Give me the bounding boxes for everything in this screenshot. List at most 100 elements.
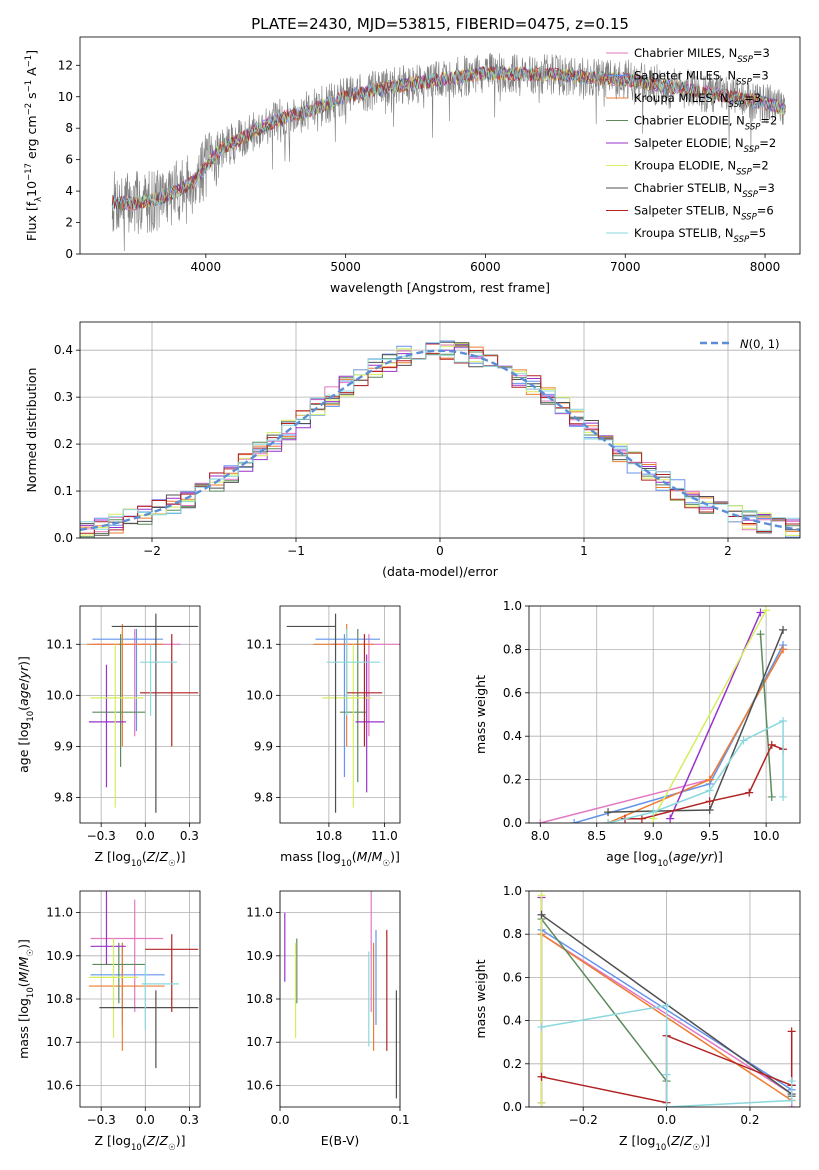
weight-marker-krou_elodie — [537, 1098, 546, 1107]
legend-label-chab_stelib: Chabrier STELIB, NSSP=3 — [634, 181, 775, 200]
plot-area — [80, 340, 800, 538]
x-tick-label: −0.3 — [87, 1113, 116, 1127]
y-tick-label: 10.7 — [46, 1035, 73, 1049]
weight-line-chab_elodie — [759, 634, 773, 798]
plot-area — [111, 53, 786, 252]
weight-marker-krou_stelib — [705, 786, 714, 795]
y-tick-label: 10.1 — [246, 637, 273, 651]
x-tick-label: 1 — [580, 544, 588, 558]
y-tick-label: 1.0 — [503, 884, 522, 898]
weight-line-chab_stelib — [607, 629, 784, 813]
x-tick-label: 9.0 — [644, 829, 663, 843]
weight-marker-krou_stelib — [779, 717, 788, 726]
weight-marker-krou_stelib — [662, 1001, 671, 1010]
weight-marker-krou_stelib — [662, 1070, 671, 1079]
x-tick-label: 0.1 — [390, 1113, 409, 1127]
x-tick-label: 5000 — [330, 260, 361, 274]
axes-frame — [528, 890, 801, 1108]
y-tick-label: 10.0 — [246, 688, 273, 702]
weight-marker-krou_stelib — [787, 1077, 796, 1086]
weight-line-krou_elodie — [652, 609, 767, 820]
axes-frame — [79, 36, 801, 255]
weight-marker-salp_stelib — [537, 1072, 546, 1081]
y-tick-label: 10.0 — [46, 688, 73, 702]
y-tick-label: 9.8 — [254, 790, 273, 804]
weight-marker-salp_miles — [570, 819, 579, 823]
x-axis-label: Z [log10(Z/Z☉)] — [95, 1133, 186, 1153]
normal-reference-curve — [80, 349, 800, 531]
y-tick-label: 10.7 — [246, 1035, 273, 1049]
plot-area — [537, 891, 796, 1107]
y-tick-label: 11.0 — [46, 906, 73, 920]
x-tick-label: 8.5 — [587, 829, 606, 843]
y-tick-label: 0.4 — [503, 1014, 522, 1028]
x-tick-label: −0.2 — [569, 1113, 598, 1127]
x-axis-label: Z [log10(Z/Z☉)] — [95, 849, 186, 869]
y-axis-label: age [log10(age/yr)] — [16, 656, 36, 773]
panel-age_vs_Z: −0.3 0.0 0.3 9.8 9.9 10.0 10.1 Z [log10(Z/Z☉)] a… — [16, 605, 201, 869]
y-tick-label: 0.2 — [503, 1057, 522, 1071]
x-axis-label: age [log10(age/yr)] — [606, 849, 723, 869]
y-axis-label: mass [log10(M/M☉)] — [16, 939, 36, 1059]
y-tick-label: 9.9 — [254, 739, 273, 753]
x-tick-label: 8000 — [750, 260, 781, 274]
weight-marker-chab_stelib — [779, 625, 788, 634]
x-tick-label: 11.0 — [371, 829, 398, 843]
x-tick-label: 0.2 — [740, 1113, 759, 1127]
weight-marker-krou_stelib — [787, 1096, 796, 1105]
y-tick-label: 11.0 — [246, 906, 273, 920]
weight-marker-krou_stelib — [537, 1023, 546, 1032]
weight-marker-chab_stelib — [537, 910, 546, 919]
panel-spectrum: 4000 5000 6000 7000 8000 0 2 4 6 8 10 12 wavelength … — [24, 36, 801, 295]
y-tick-label: 0 — [65, 247, 73, 261]
axes-frame — [528, 605, 801, 824]
y-tick-label: 0.3 — [54, 390, 73, 404]
y-tick-label: 4 — [65, 184, 73, 198]
y-tick-label: 6 — [65, 153, 73, 167]
weight-marker-salp_elodie — [756, 608, 765, 617]
y-axis-label: mass weight — [473, 959, 488, 1038]
histogram-krou_stelib — [80, 342, 800, 538]
y-tick-label: 0.4 — [54, 343, 73, 357]
weight-marker-salp_stelib — [767, 740, 776, 749]
y-tick-label: 10.9 — [46, 949, 73, 963]
y-tick-label: 10 — [58, 90, 73, 104]
x-tick-label: 0.0 — [136, 829, 155, 843]
y-tick-label: 10.8 — [46, 992, 73, 1006]
panel-massweight_vs_Z: −0.2 0.0 0.2 0.0 0.2 0.4 0.6 0.8 1.0 Z [log10(Z/Z… — [473, 884, 801, 1153]
axes-frame — [79, 890, 201, 1108]
y-tick-label: 1.0 — [503, 599, 522, 613]
x-tick-label: 9.5 — [700, 829, 719, 843]
x-tick-label: 0 — [436, 544, 444, 558]
y-axis-label: Normed distribution — [24, 368, 39, 493]
x-tick-label: 7000 — [610, 260, 641, 274]
weight-line-krou_stelib — [607, 719, 784, 823]
plot-area — [87, 613, 199, 813]
weight-line-salp_elodie — [669, 612, 762, 820]
weight-marker-salp_stelib — [637, 814, 646, 823]
y-tick-label: 10.1 — [46, 637, 73, 651]
legend-label-salp_stelib: Salpeter STELIB, NSSP=6 — [634, 204, 774, 223]
weight-marker-krou_miles — [705, 775, 714, 784]
y-tick-label: 2 — [65, 216, 73, 230]
weight-marker-krou_elodie — [762, 606, 771, 615]
model-spectrum-salp_stelib — [111, 65, 786, 211]
y-tick-label: 0.0 — [503, 1100, 522, 1114]
weight-marker-chab_elodie — [756, 630, 765, 639]
x-axis-label: E(B-V) — [321, 1133, 360, 1148]
y-tick-label: 0.2 — [54, 437, 73, 451]
model-spectrum-krou_stelib — [111, 66, 786, 210]
x-tick-label: 2 — [724, 544, 732, 558]
x-tick-label: −0.3 — [87, 829, 116, 843]
plot-area — [286, 613, 400, 813]
weight-marker-krou_miles — [779, 645, 788, 654]
plot-area — [284, 891, 397, 1099]
x-tick-label: 0.0 — [657, 1113, 676, 1127]
weight-marker-krou_stelib — [739, 736, 748, 745]
axes-frame — [279, 605, 401, 824]
y-tick-label: 0.0 — [503, 816, 522, 830]
y-tick-label: 9.9 — [54, 739, 73, 753]
y-tick-label: 0.2 — [503, 773, 522, 787]
axes-frame — [279, 890, 401, 1108]
